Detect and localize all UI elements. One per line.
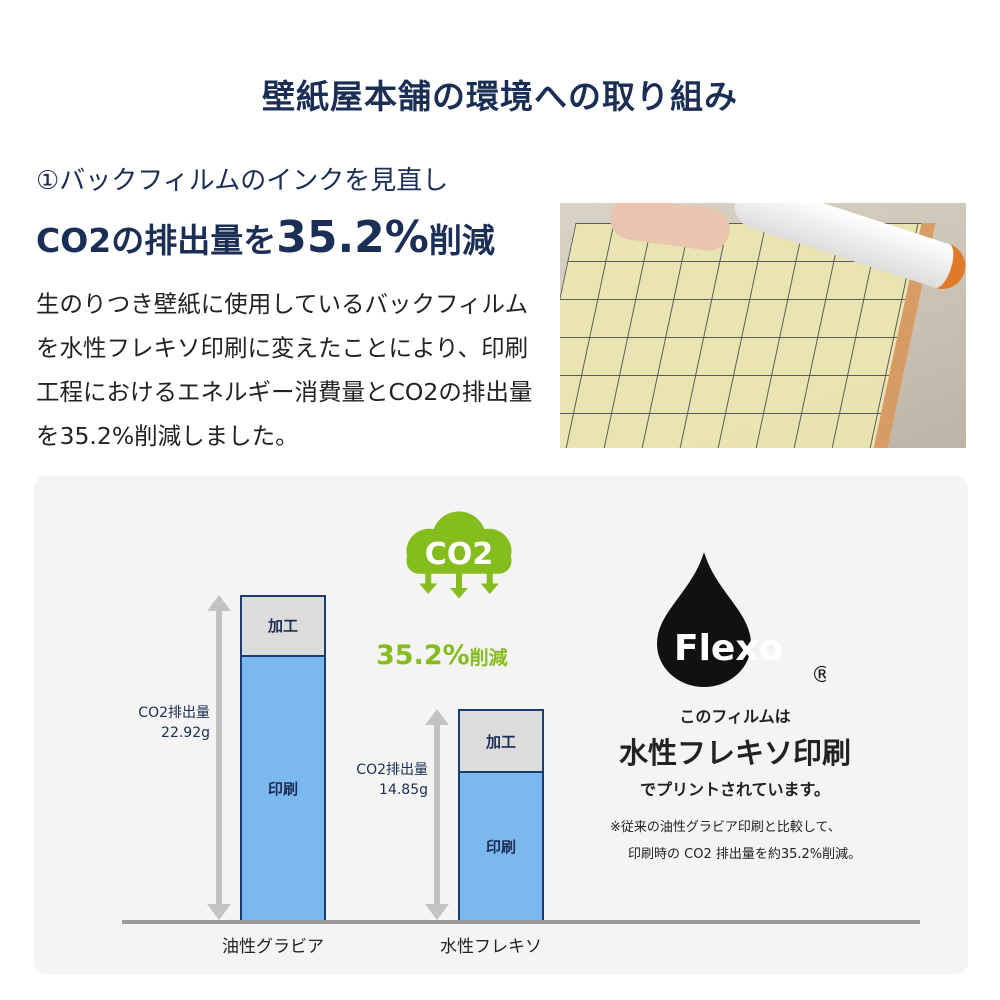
bar-segment-processing: 加工 <box>460 711 542 774</box>
headline-suffix: 削減 <box>428 221 495 260</box>
total-label: CO2排出量 22.92g <box>100 703 210 743</box>
total-arrow-icon <box>425 709 449 920</box>
note-line2: 印刷時の CO2 排出量を約35.2%削減。 <box>628 847 862 862</box>
stacked-bar: 加工 印刷 <box>240 595 326 922</box>
backfilm-photo <box>560 203 966 448</box>
bar-segment-printing: 印刷 <box>242 656 324 920</box>
film-line2: 水性フレキソ印刷 <box>618 736 851 770</box>
bar-segment-processing: 加工 <box>242 597 324 657</box>
registered-mark: ® <box>811 663 826 687</box>
reduction-label: 35.2%削減 <box>376 640 508 671</box>
note-line1: ※従来の油性グラビア印刷と比較して、 <box>610 820 841 835</box>
headline-value: 35.2% <box>276 212 429 263</box>
cloud-label: CO2 <box>425 537 493 572</box>
section-body: 生のりつき壁紙に使用しているバックフィルムを水性フレキソ印刷に変えたことにより、… <box>36 290 533 450</box>
section-headline: CO2の排出量を35.2%削減 <box>36 212 495 263</box>
total-arrow-icon <box>207 595 231 920</box>
total-label-title: CO2排出量 <box>138 704 210 721</box>
co2-cloud-icon: CO2 <box>406 511 512 599</box>
reduction-suffix: 削減 <box>469 647 508 669</box>
reduction-value: 35.2% <box>376 640 470 671</box>
film-line1: このフィルムは <box>679 707 791 726</box>
total-label-title: CO2排出量 <box>356 761 428 778</box>
total-label: CO2排出量 14.85g <box>318 760 428 800</box>
film-line3: でプリントされています。 <box>640 780 830 799</box>
headline-prefix: CO2の排出量を <box>36 221 277 260</box>
page-title: 壁紙屋本舗の環境への取り組み <box>262 77 738 116</box>
bar-segment-printing: 印刷 <box>460 773 542 920</box>
category-label: 水性フレキソ <box>440 937 542 957</box>
section-subtitle: ①バックフィルムのインクを見直し <box>36 166 449 196</box>
total-label-value: 22.92g <box>161 724 210 741</box>
total-label-value: 14.85g <box>379 781 428 798</box>
flexo-drop-logo: Flexo ® <box>657 552 826 687</box>
category-label: 油性グラビア <box>222 937 324 957</box>
stacked-bar: 加工 印刷 <box>458 709 544 922</box>
chart-baseline <box>122 920 920 924</box>
flexo-logo-text: Flexo <box>674 628 783 669</box>
